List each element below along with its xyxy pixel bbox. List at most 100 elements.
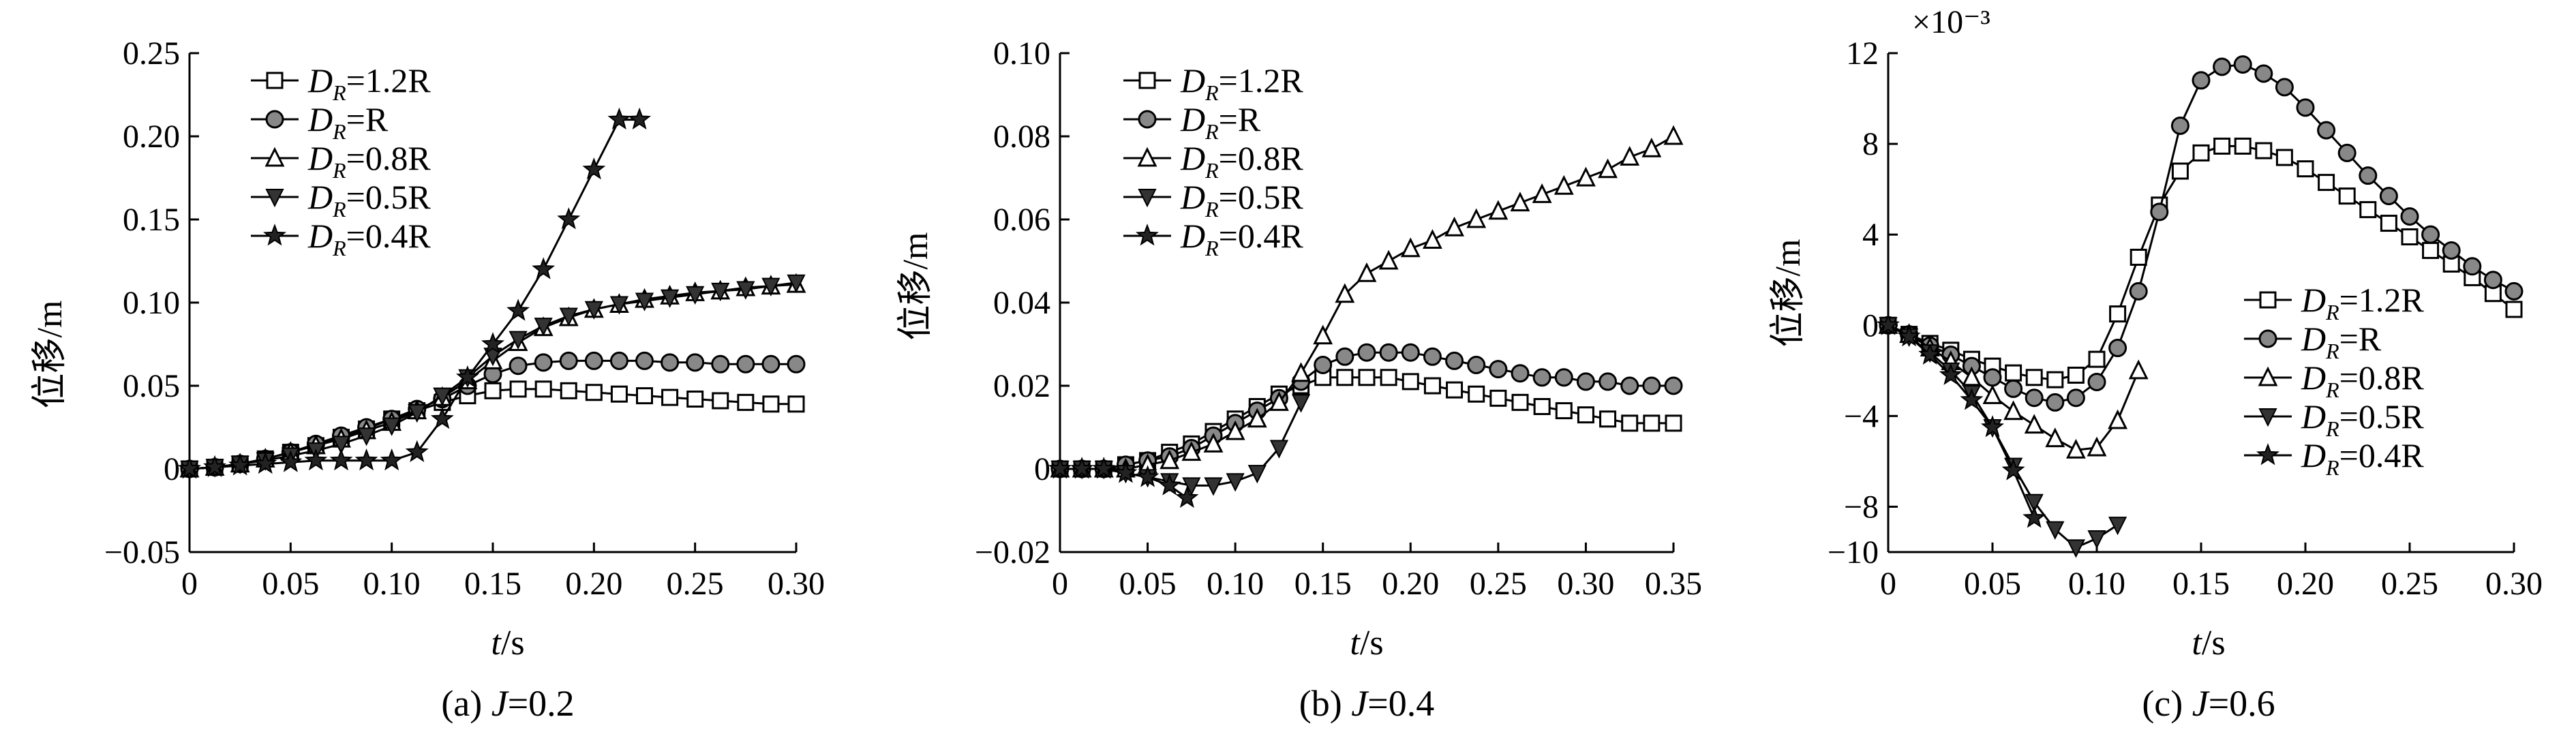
data-point xyxy=(712,392,729,410)
data-point xyxy=(686,353,705,372)
legend-label: DR=0.8R xyxy=(307,139,431,183)
plot-area-c: −10 −8 −4 0 4 8 12 0 0.05 0.10 0.15 0.20 0.25 0.30 DR=… xyxy=(1828,35,2543,602)
data-point xyxy=(1532,183,1552,203)
legend-marker xyxy=(1138,72,1156,89)
data-point xyxy=(455,365,479,388)
data-point xyxy=(1555,402,1573,420)
data-point xyxy=(228,453,252,476)
data-point xyxy=(1357,262,1377,282)
data-point xyxy=(2065,438,2086,459)
data-point xyxy=(787,395,805,413)
legend-marker xyxy=(1138,189,1157,208)
legend-entry: DR=0.8R xyxy=(2244,359,2424,402)
data-point xyxy=(635,351,654,370)
data-point xyxy=(1466,208,1487,228)
data-point xyxy=(2001,458,2025,481)
data-point xyxy=(1423,229,1442,249)
data-point xyxy=(1400,237,1421,258)
legend-label: DR=0.4R xyxy=(1180,217,1303,260)
legend-entry: DR=R xyxy=(2244,320,2382,363)
data-point xyxy=(1314,356,1333,374)
data-point xyxy=(1445,351,1464,370)
legend-entry: DR=0.8R xyxy=(251,139,431,183)
data-point xyxy=(1621,414,1639,432)
data-point xyxy=(1577,406,1594,424)
x-tick-label: 0.05 xyxy=(262,566,319,602)
y-tick-label: −0.02 xyxy=(975,534,1050,570)
data-point xyxy=(2025,388,2044,408)
data-point xyxy=(2025,493,2044,513)
data-point xyxy=(2108,339,2127,358)
data-point xyxy=(787,274,806,293)
x-tick-label: 0.20 xyxy=(2277,566,2334,602)
data-point xyxy=(2128,359,2149,380)
data-point xyxy=(2213,137,2231,155)
data-point xyxy=(1423,347,1442,366)
series-square xyxy=(181,380,805,478)
data-point xyxy=(2275,78,2294,97)
data-point xyxy=(2109,305,2127,323)
data-point xyxy=(2421,225,2440,244)
data-point xyxy=(2400,207,2419,226)
data-point xyxy=(559,351,578,370)
legend-marker xyxy=(2258,408,2277,427)
legend-label: DR=0.8R xyxy=(2301,359,2424,402)
data-point xyxy=(582,157,606,180)
data-point xyxy=(2087,436,2107,457)
caption-c: (c) J=0.6 xyxy=(2142,683,2275,724)
data-point xyxy=(2170,116,2189,135)
data-point xyxy=(761,277,781,296)
data-point xyxy=(1663,125,1684,145)
data-point xyxy=(1489,360,1508,379)
x-tick-label: 0.15 xyxy=(2172,566,2230,602)
x-tick-label: 0.05 xyxy=(1964,566,2021,602)
data-point xyxy=(686,391,704,408)
data-point xyxy=(2401,228,2419,246)
data-point xyxy=(628,107,652,129)
data-point xyxy=(534,353,553,372)
y-tick-label: −8 xyxy=(1844,489,1879,525)
x-tick-label: 0.15 xyxy=(1294,566,1352,602)
legend-marker xyxy=(1138,110,1157,129)
data-point xyxy=(2504,281,2524,301)
legend-entry: DR=0.5R xyxy=(251,178,431,222)
series-line xyxy=(1888,63,2515,403)
series-circle xyxy=(1879,55,2524,412)
data-point xyxy=(1918,342,1942,365)
data-point xyxy=(1269,440,1289,459)
data-point xyxy=(2129,281,2148,301)
data-point xyxy=(1181,441,1202,461)
data-point xyxy=(737,393,755,411)
x-tick-label: 0.30 xyxy=(1557,566,1614,602)
data-point xyxy=(329,448,353,471)
y-tick-label: −10 xyxy=(1828,534,1879,570)
x-tick-label: 0.15 xyxy=(464,566,521,602)
data-point xyxy=(2067,366,2085,384)
data-point xyxy=(1554,368,1573,387)
legend-label: DR=0.4R xyxy=(307,217,431,260)
data-point xyxy=(1247,465,1267,484)
data-point xyxy=(2046,521,2065,540)
data-point xyxy=(1175,485,1199,508)
data-point xyxy=(509,356,528,376)
data-point xyxy=(1576,372,1595,391)
data-point xyxy=(559,307,578,326)
data-point xyxy=(585,384,603,401)
caption-b: (b) J=0.4 xyxy=(1299,683,1434,724)
data-point xyxy=(1641,137,1662,157)
data-point xyxy=(203,455,227,477)
data-point xyxy=(1488,200,1509,220)
data-point xyxy=(2192,144,2210,162)
data-point xyxy=(1511,364,1530,383)
data-point xyxy=(1335,347,1354,366)
data-point xyxy=(584,301,603,320)
data-point xyxy=(2045,427,2065,448)
data-point xyxy=(509,331,528,350)
legend-label: DR=0.8R xyxy=(1180,139,1303,183)
data-point xyxy=(304,448,328,471)
legend-marker xyxy=(1137,147,1157,167)
data-point xyxy=(2192,71,2211,90)
data-point xyxy=(2317,121,2336,140)
data-point xyxy=(2254,64,2273,83)
